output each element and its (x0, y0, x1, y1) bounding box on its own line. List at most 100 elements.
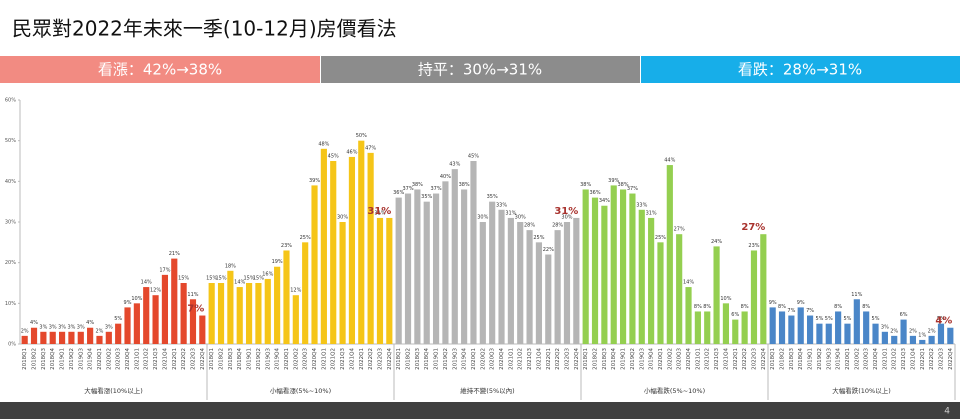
bar (208, 283, 215, 344)
data-label: 3% (39, 324, 47, 330)
data-label: 48% (318, 141, 329, 147)
bar (432, 193, 440, 344)
data-label: 36% (589, 190, 600, 196)
data-label: 31% (505, 210, 516, 216)
bar (395, 197, 402, 344)
data-label: 11% (187, 292, 198, 298)
data-label: 10% (720, 296, 731, 302)
data-label: 40% (440, 174, 451, 180)
bar (274, 266, 281, 344)
data-label: 14% (141, 280, 152, 286)
group-label: 小幅看跌(5%~10%) (644, 386, 705, 395)
group-label: 大幅看漲(10%以上) (84, 386, 143, 395)
x-tick-label: 2021Q1 (882, 348, 888, 370)
bar (517, 222, 524, 344)
data-label: 6% (731, 312, 739, 318)
banner-text: 看漲：42%→38% (98, 61, 222, 79)
data-label: 5% (844, 316, 852, 322)
data-label: 5% (815, 316, 823, 322)
x-tick-label: 2020Q1 (658, 348, 664, 370)
bar (666, 165, 673, 344)
x-tick-label: 2019Q3 (452, 348, 458, 370)
x-tick-label: 2020Q4 (312, 348, 318, 370)
x-tick-label: 2020Q4 (125, 348, 131, 370)
data-label: 9% (124, 300, 132, 306)
bar (171, 258, 178, 344)
bar (302, 242, 309, 344)
y-tick-label: 60% (5, 98, 16, 104)
x-tick-label: 2020Q2 (480, 348, 486, 370)
data-label: 5% (114, 316, 122, 322)
bar (348, 156, 356, 344)
bar (367, 152, 374, 344)
x-tick-label: 2020Q3 (116, 348, 122, 370)
x-tick-label: 2019Q1 (60, 348, 66, 370)
x-tick-label: 2019Q1 (621, 348, 627, 370)
x-tick-label: 2021Q4 (349, 348, 355, 370)
x-tick-label: 2019Q4 (275, 348, 281, 370)
y-tick-label: 30% (5, 220, 16, 226)
data-label: 4% (30, 320, 38, 326)
bar (143, 287, 150, 344)
x-tick-label: 2021Q2 (518, 348, 524, 370)
x-tick-label: 2021Q3 (527, 348, 533, 370)
data-label: 47% (365, 145, 376, 151)
bar (909, 335, 917, 344)
x-tick-label: 2019Q3 (639, 348, 645, 370)
bar (404, 193, 412, 344)
x-tick-label: 2019Q2 (69, 348, 75, 370)
banner (321, 56, 640, 83)
x-tick-label: 2018Q3 (415, 348, 421, 370)
x-tick-label: 2021Q2 (892, 348, 898, 370)
x-tick-label: 2019Q4 (88, 348, 94, 370)
data-label: 8% (741, 304, 749, 310)
bar (414, 189, 421, 344)
data-label: 4% (86, 320, 94, 326)
bar (685, 287, 692, 344)
data-label: 14% (683, 280, 694, 286)
data-label: 46% (346, 149, 357, 155)
bar (386, 217, 393, 344)
bar (40, 331, 47, 344)
x-tick-label: 2021Q1 (695, 348, 701, 370)
x-tick-label: 2022Q4 (574, 348, 580, 370)
x-tick-label: 2021Q2 (144, 348, 150, 370)
x-tick-label: 2018Q1 (583, 348, 589, 370)
x-tick-label: 2022Q4 (200, 348, 206, 370)
bar (77, 331, 84, 344)
x-tick-label: 2022Q3 (564, 348, 570, 370)
x-tick-label: 2020Q3 (677, 348, 683, 370)
y-tick-label: 40% (5, 179, 16, 185)
x-tick-label: 2019Q2 (256, 348, 262, 370)
x-tick-label: 2018Q4 (50, 348, 56, 370)
x-tick-label: 2020Q2 (667, 348, 673, 370)
x-tick-label: 2021Q1 (508, 348, 514, 370)
x-tick-label: 2020Q2 (854, 348, 860, 370)
x-tick-label: 2021Q3 (153, 348, 159, 370)
x-tick-label: 2018Q3 (789, 348, 795, 370)
data-label: 5% (825, 316, 833, 322)
data-label: 45% (328, 154, 339, 160)
data-label: 36% (393, 190, 404, 196)
banner (0, 56, 320, 83)
bar (376, 217, 384, 344)
data-label: 5% (872, 316, 880, 322)
data-label: 30% (337, 215, 348, 221)
x-tick-label: 2022Q2 (555, 348, 561, 370)
data-label: 31% (554, 206, 578, 217)
bar (58, 331, 66, 344)
bar (283, 250, 290, 344)
bar (648, 217, 655, 344)
bar (853, 299, 860, 344)
group-label: 小幅看漲(5%~10%) (270, 386, 331, 395)
bar (292, 295, 299, 344)
bar (358, 140, 365, 344)
data-label: 19% (272, 259, 283, 265)
x-tick-label: 2018Q3 (41, 348, 47, 370)
data-label: 21% (169, 251, 180, 257)
x-tick-label: 2020Q3 (303, 348, 309, 370)
data-label: 39% (608, 178, 619, 184)
bar (442, 181, 449, 344)
footer-bar (0, 402, 960, 419)
data-label: 30% (477, 215, 488, 221)
